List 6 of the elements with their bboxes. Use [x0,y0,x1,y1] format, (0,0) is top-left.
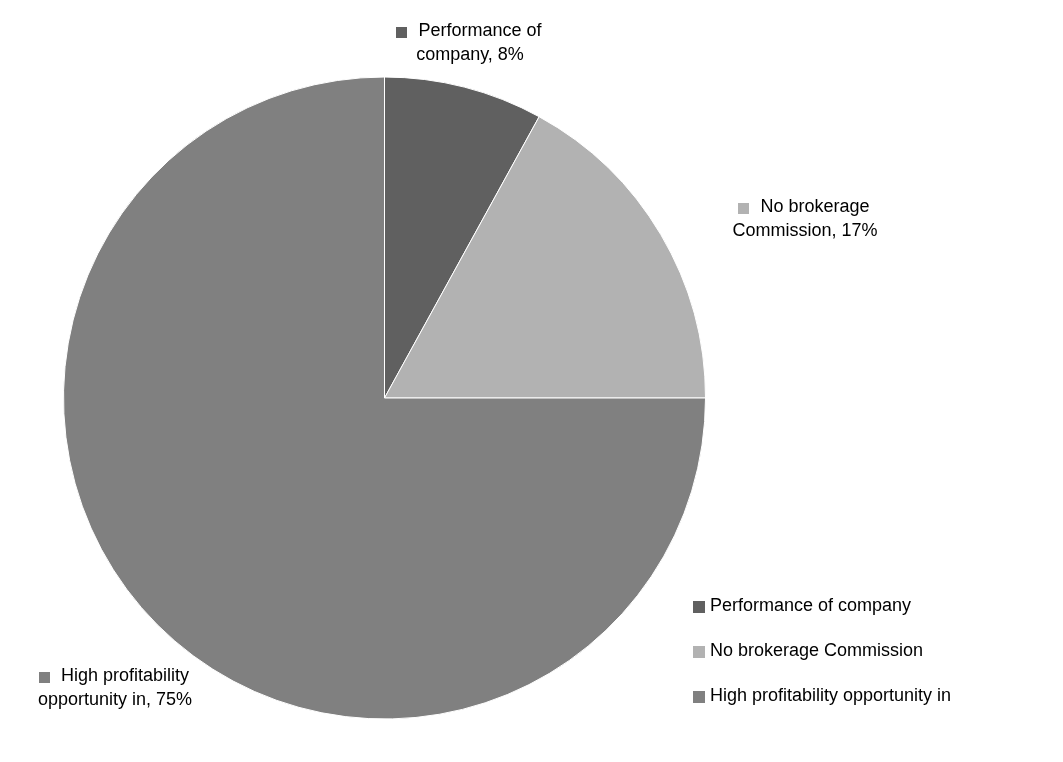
legend-label: High profitability opportunity in [710,684,952,705]
legend-label: Performance of company [710,594,912,615]
data-label: No brokerage Commission, 17% [732,195,878,240]
data-label: Performance of company, 8% [416,19,543,64]
legend-label: No brokerage Commission [710,639,924,660]
data-label: High profitability opportunity in, 75% [37,664,193,709]
